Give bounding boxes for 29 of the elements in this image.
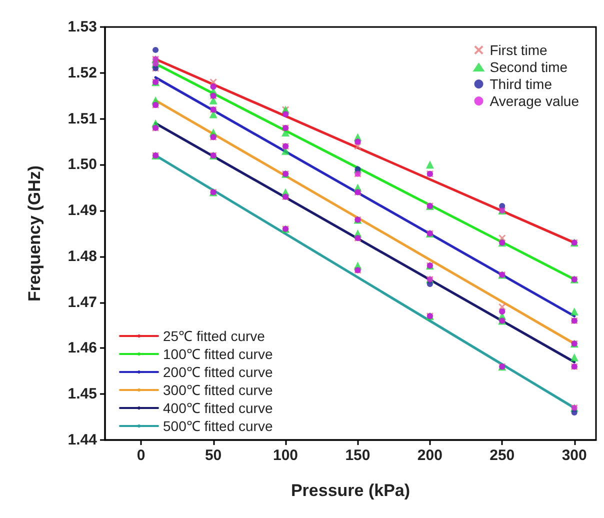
legend-label: Third time	[490, 76, 552, 92]
y-tick-label: 1.51	[68, 110, 97, 128]
legend-label: Second time	[490, 59, 568, 75]
x-tick-label: 150	[345, 447, 370, 464]
x-tick-label: 200	[417, 447, 442, 464]
y-tick-label: 1.44	[68, 432, 98, 448]
y-tick-label: 1.47	[68, 294, 97, 311]
legend-label: First time	[490, 42, 548, 58]
y-tick-label: 1.53	[68, 18, 97, 36]
x-tick-label: 0	[136, 447, 146, 464]
x-tick-label: 300	[562, 447, 587, 464]
y-tick-label: 1.52	[68, 64, 97, 82]
legend-label: 300℃ fitted curve	[163, 382, 273, 398]
legend-label: 200℃ fitted curve	[163, 364, 273, 380]
legend-label: 400℃ fitted curve	[163, 400, 273, 416]
y-tick-label: 1.50	[68, 156, 97, 174]
y-tick-label: 1.45	[68, 386, 97, 403]
legend-label: 500℃ fitted curve	[163, 418, 273, 434]
x-tick-label: 100	[273, 447, 298, 464]
y-axis-title: Frequency (GHz)	[25, 165, 44, 302]
legend-label: Average value	[490, 93, 580, 109]
legend-label: 100℃ fitted curve	[163, 346, 273, 362]
y-tick-label: 1.46	[68, 340, 97, 357]
x-tick-label: 50	[204, 447, 222, 464]
legend-label: 25℃ fitted curve	[163, 328, 266, 344]
y-tick-label: 1.49	[68, 202, 97, 220]
y-tick-label: 1.48	[68, 248, 97, 265]
x-tick-label: 250	[490, 447, 515, 464]
x-axis-title: Pressure (kPa)	[290, 481, 410, 500]
